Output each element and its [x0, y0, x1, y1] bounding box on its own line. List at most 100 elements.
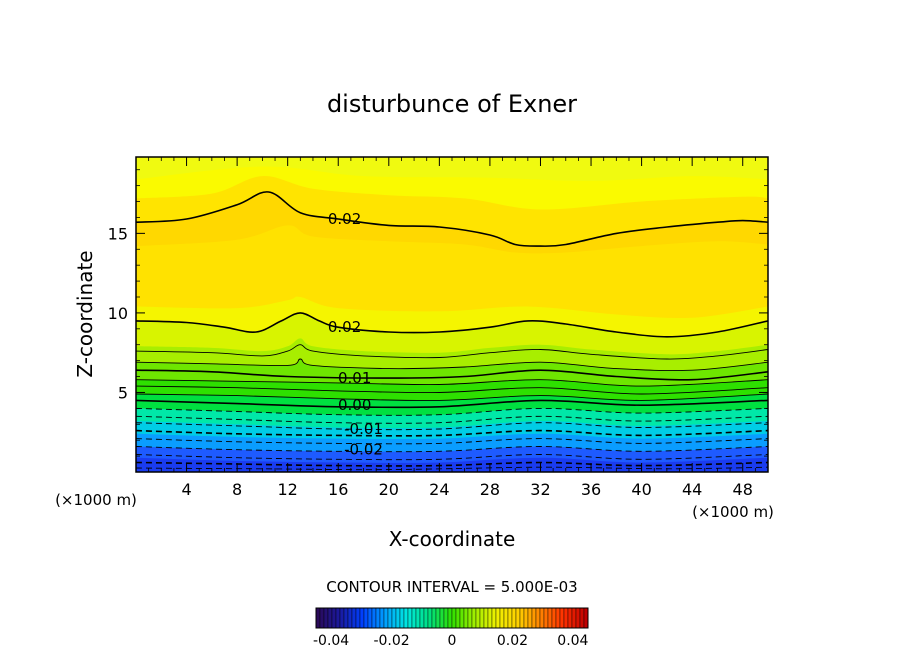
colorbar-cell [567, 607, 573, 629]
colorbar-cell [399, 607, 405, 629]
colorbar-cell [531, 607, 537, 629]
contour-line [136, 422, 768, 431]
colorbar-cell [551, 607, 557, 629]
x-tick-label: 44 [682, 480, 702, 499]
colorbar-cell [559, 607, 565, 629]
chart-title: disturbunce of Exner [327, 90, 577, 118]
colorbar-cell [323, 607, 329, 629]
contour-label: -0.02 [344, 441, 383, 459]
contour-line [136, 454, 768, 461]
y-axis-ticks: 5 10 15 [108, 169, 768, 457]
y-tick-label: 10 [108, 304, 128, 323]
colorbar-cell [371, 607, 377, 629]
y-tick-label: 15 [108, 224, 128, 243]
colorbar-cell [487, 607, 493, 629]
contour-line [136, 393, 768, 401]
x-tick-label: 32 [530, 480, 550, 499]
x-unit-label: (×1000 m) [692, 503, 774, 521]
colorbar [315, 607, 589, 629]
x-tick-label: 48 [733, 480, 753, 499]
contour-label: -0.01 [344, 420, 383, 438]
contour-label: 0.00 [338, 396, 371, 414]
contour-label: 0.02 [328, 318, 361, 336]
colorbar-tick-label: 0.02 [497, 633, 528, 649]
colorbar-cell [355, 607, 361, 629]
contour-line [136, 379, 768, 387]
colorbar-cell [419, 607, 425, 629]
colorbar-cell [451, 607, 457, 629]
colorbar-cell [543, 607, 549, 629]
colorbar-cell [563, 607, 569, 629]
y-tick-label: 5 [118, 383, 128, 402]
colorbar-cell [435, 607, 441, 629]
x-tick-label: 8 [232, 480, 242, 499]
colorbar-tick-labels: -0.04 -0.02 0 0.02 0.04 [313, 633, 589, 649]
x-tick-label: 12 [278, 480, 298, 499]
colorbar-cell [343, 607, 349, 629]
contour-fill-group [136, 157, 768, 472]
colorbar-cell [471, 607, 477, 629]
contour-line [136, 191, 768, 247]
contour-line [136, 446, 768, 453]
colorbar-tick-label: 0 [448, 633, 457, 649]
colorbar-cell [495, 607, 501, 629]
colorbar-cell [395, 607, 401, 629]
x-tick-label: 4 [181, 480, 191, 499]
colorbar-cell [347, 607, 353, 629]
colorbar-cell [555, 607, 561, 629]
contour-line [136, 344, 768, 360]
colorbar-cell [523, 607, 529, 629]
colorbar-cell [479, 607, 485, 629]
x-axis-ticks: 4 8 12 16 20 24 28 32 36 40 44 48 [148, 157, 756, 499]
colorbar-cell [331, 607, 337, 629]
colorbar-cell [403, 607, 409, 629]
colorbar-cell [367, 607, 373, 629]
colorbar-cell [431, 607, 437, 629]
colorbar-cell [475, 607, 481, 629]
colorbar-cell [335, 607, 341, 629]
colorbar-cell [383, 607, 389, 629]
y-axis-label: Z-coordinate [73, 250, 97, 377]
contour-label: 0.01 [338, 369, 371, 387]
colorbar-cell [527, 607, 533, 629]
colorbar-cell [387, 607, 393, 629]
colorbar-cell [407, 607, 413, 629]
colorbar-cell [379, 607, 385, 629]
colorbar-cell [459, 607, 465, 629]
colorbar-cell [571, 607, 577, 629]
colorbar-cell [575, 607, 581, 629]
contour-line [136, 369, 768, 381]
colorbar-cell [443, 607, 449, 629]
colorbar-cell [463, 607, 469, 629]
colorbar-cell [439, 607, 445, 629]
colorbar-cell [467, 607, 473, 629]
colorbar-cell [535, 607, 541, 629]
contour-label-group: 0.02 0.02 0.01 0.00 -0.01 -0.02 [328, 210, 383, 459]
contour-line [136, 385, 768, 395]
contour-interval-text: CONTOUR INTERVAL = 5.000E-03 [326, 578, 577, 596]
contour-line [136, 358, 768, 372]
colorbar-cell [447, 607, 453, 629]
colorbar-cell [539, 607, 545, 629]
colorbar-cell [411, 607, 417, 629]
colorbar-cell [423, 607, 429, 629]
colorbar-cell [319, 607, 325, 629]
colorbar-cell [515, 607, 521, 629]
x-axis-label: X-coordinate [389, 527, 516, 551]
fill-band [136, 157, 768, 181]
colorbar-cell [503, 607, 509, 629]
x-tick-label: 16 [328, 480, 348, 499]
x-tick-label: 36 [581, 480, 601, 499]
x-tick-label: 40 [631, 480, 651, 499]
colorbar-cell [315, 607, 321, 629]
contour-line [136, 466, 768, 471]
colorbar-cell [491, 607, 497, 629]
contour-line [136, 438, 768, 445]
colorbar-cell [483, 607, 489, 629]
colorbar-frame [315, 607, 589, 629]
colorbar-cell [359, 607, 365, 629]
colorbar-cell [415, 607, 421, 629]
colorbar-tick-label: 0.04 [557, 633, 588, 649]
colorbar-cell [351, 607, 357, 629]
contour-label: 0.02 [328, 210, 361, 228]
